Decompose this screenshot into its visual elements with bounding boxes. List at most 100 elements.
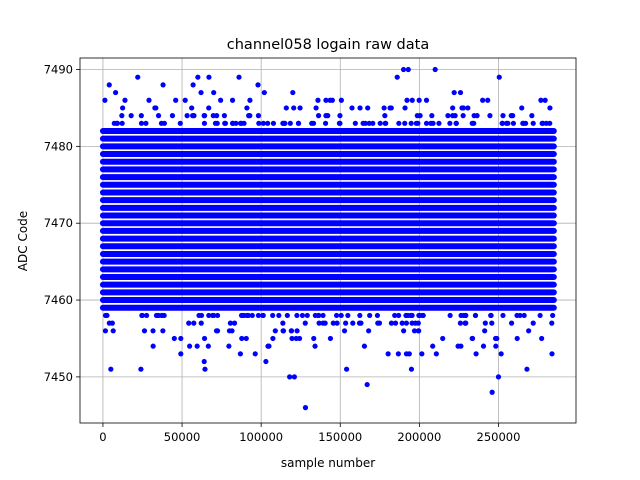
data-point	[214, 120, 220, 126]
data-point	[304, 312, 310, 319]
data-point	[411, 328, 418, 334]
data-point	[419, 351, 425, 357]
data-point	[396, 120, 402, 126]
data-point	[432, 66, 438, 73]
data-point	[447, 312, 453, 319]
data-point	[433, 351, 439, 357]
data-point	[374, 312, 381, 319]
data-point	[489, 389, 495, 395]
data-point	[194, 343, 200, 349]
y-tick-label: 7490	[44, 63, 73, 77]
data-point	[385, 351, 391, 357]
data-point	[423, 120, 430, 126]
x-axis-label: sample number	[281, 456, 375, 470]
data-point	[241, 312, 247, 319]
data-point	[316, 320, 322, 326]
x-tick-label: 100000	[239, 430, 283, 444]
data-point	[252, 351, 258, 357]
data-point	[290, 89, 296, 96]
data-point	[226, 343, 232, 349]
data-point	[211, 312, 217, 319]
data-point	[457, 320, 463, 326]
data-point	[498, 351, 504, 357]
data-point	[403, 351, 410, 357]
data-point	[119, 113, 125, 119]
data-point	[237, 351, 243, 357]
data-point	[122, 97, 128, 103]
data-point	[423, 97, 430, 103]
data-point	[302, 320, 308, 326]
data-point	[471, 120, 477, 126]
data-point	[189, 105, 195, 111]
data-point	[367, 312, 373, 319]
data-point	[249, 312, 255, 319]
data-point	[169, 113, 176, 119]
data-point	[211, 89, 217, 96]
data-point	[500, 113, 506, 119]
data-point	[205, 343, 211, 349]
data-point	[460, 113, 466, 119]
data-point	[108, 366, 114, 372]
data-point	[227, 320, 234, 326]
data-point	[190, 113, 196, 119]
data-point	[436, 120, 442, 126]
data-point	[396, 312, 402, 319]
data-point	[523, 120, 529, 126]
data-point	[155, 113, 162, 119]
y-tick-label: 7450	[44, 370, 73, 384]
data-point	[366, 120, 372, 126]
data-point	[550, 312, 556, 319]
data-point	[343, 366, 350, 372]
data-point	[447, 120, 453, 126]
data-point	[519, 105, 525, 111]
data-point	[214, 113, 220, 119]
data-point	[201, 358, 207, 365]
data-point	[455, 343, 461, 349]
data-point	[143, 120, 149, 126]
data-point	[138, 366, 144, 372]
data-point	[514, 335, 520, 342]
data-point	[472, 312, 479, 319]
x-tick-label: 200000	[397, 430, 441, 444]
data-point	[357, 105, 363, 111]
y-tick-label: 7460	[44, 293, 73, 307]
data-point	[213, 328, 220, 334]
data-point	[401, 328, 407, 334]
data-point	[198, 312, 205, 319]
data-point	[112, 89, 119, 96]
data-point	[287, 120, 293, 126]
data-point	[120, 105, 126, 111]
data-point	[186, 320, 192, 326]
data-point	[405, 312, 411, 319]
data-point	[366, 328, 372, 334]
data-point	[549, 320, 555, 326]
data-point	[338, 312, 344, 319]
data-point	[409, 97, 415, 103]
data-point	[510, 120, 517, 126]
data-point	[102, 328, 109, 334]
data-point	[526, 328, 532, 334]
data-point	[266, 343, 272, 349]
data-point	[201, 120, 208, 126]
data-point	[417, 312, 423, 319]
axes-frame	[79, 57, 577, 424]
data-point	[158, 120, 165, 126]
data-point	[412, 320, 419, 326]
data-point	[178, 335, 184, 342]
data-point	[102, 97, 108, 103]
data-point	[280, 320, 286, 326]
data-point	[291, 105, 297, 111]
data-point	[256, 120, 262, 126]
data-point	[329, 97, 335, 103]
data-point	[349, 105, 355, 111]
data-point	[343, 320, 349, 326]
data-point	[377, 120, 383, 126]
data-point	[287, 374, 293, 380]
data-point	[315, 97, 321, 103]
axis-ticks: 0 50000 100000 150000 200000 250000 7450 7460 74…	[44, 63, 521, 444]
data-point	[460, 105, 467, 111]
data-point	[451, 89, 457, 96]
data-point	[461, 312, 467, 319]
data-point	[315, 113, 322, 119]
data-point	[238, 120, 245, 126]
